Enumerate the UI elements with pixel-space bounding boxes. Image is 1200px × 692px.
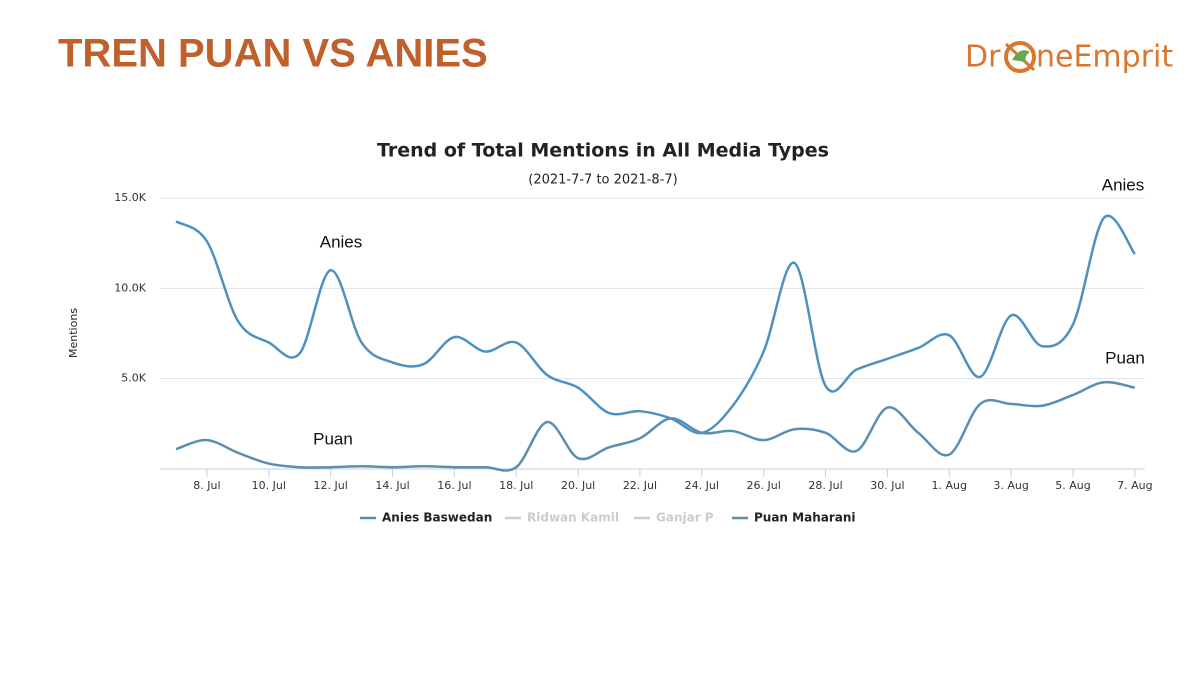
x-tick-label: 18. Jul xyxy=(499,479,533,492)
legend-label[interactable]: Anies Baswedan xyxy=(382,511,492,525)
legend-label[interactable]: Puan Maharani xyxy=(754,511,856,525)
y-axis-label: Mentions xyxy=(67,308,80,358)
x-tick-label: 24. Jul xyxy=(685,479,719,492)
y-tick-label: 10.0K xyxy=(114,281,146,294)
y-tick-label: 5.0K xyxy=(121,372,146,385)
logo-right: neEmprit xyxy=(1036,40,1173,75)
annotation: Puan xyxy=(1105,348,1145,367)
legend-label[interactable]: Ridwan Kamil xyxy=(527,511,619,525)
x-tick-label: 7. Aug xyxy=(1117,479,1152,492)
y-tick-label: 15.0K xyxy=(114,191,146,204)
x-tick-label: 30. Jul xyxy=(870,479,904,492)
x-tick-label: 5. Aug xyxy=(1055,479,1090,492)
annotation: Puan xyxy=(313,429,353,448)
x-tick-label: 14. Jul xyxy=(375,479,409,492)
series-line xyxy=(175,214,1136,435)
x-tick-label: 20. Jul xyxy=(561,479,595,492)
legend-label[interactable]: Ganjar P xyxy=(656,511,714,525)
annotation: Anies xyxy=(1102,175,1145,194)
x-tick-label: 3. Aug xyxy=(993,479,1028,492)
logo-left: Dr xyxy=(965,40,1001,75)
x-tick-label: 16. Jul xyxy=(437,479,471,492)
series-line xyxy=(175,380,1136,472)
slide-title: TREN PUAN VS ANIES xyxy=(58,32,488,76)
x-tick-label: 1. Aug xyxy=(932,479,967,492)
logo-icon xyxy=(1004,41,1036,73)
chart-subtitle: (2021-7-7 to 2021-8-7) xyxy=(528,173,677,188)
x-tick-label: 28. Jul xyxy=(808,479,842,492)
x-tick-label: 12. Jul xyxy=(314,479,348,492)
annotation: Anies xyxy=(320,232,363,251)
logo-bird xyxy=(1012,50,1030,62)
x-tick-label: 22. Jul xyxy=(623,479,657,492)
x-tick-label: 10. Jul xyxy=(252,479,286,492)
x-tick-label: 8. Jul xyxy=(193,479,220,492)
x-tick-label: 26. Jul xyxy=(747,479,781,492)
chart-title: Trend of Total Mentions in All Media Typ… xyxy=(377,140,829,162)
